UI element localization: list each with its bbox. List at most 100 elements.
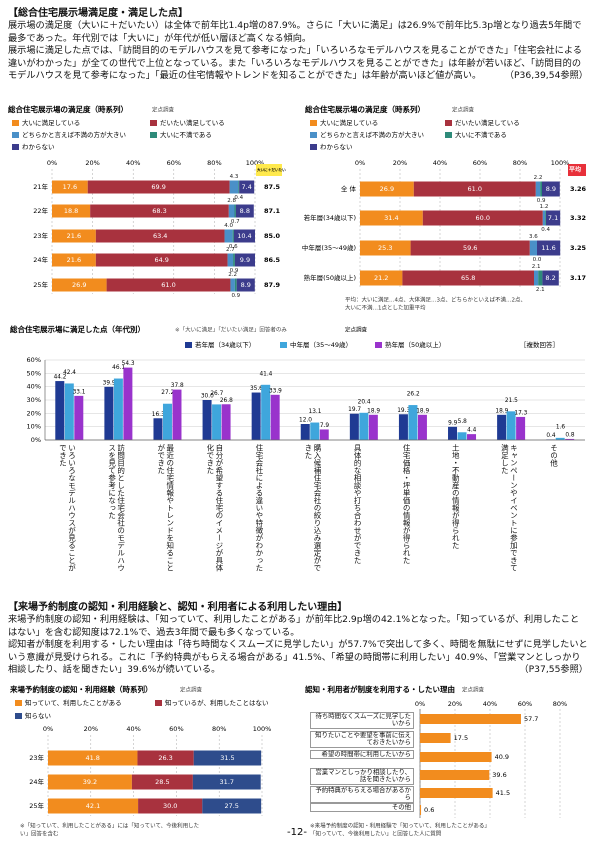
bar-segment	[537, 240, 561, 256]
footnote: 大いに不満…1点とした加重平均	[345, 304, 426, 312]
category-label: 土地・不動産の情報が得られた	[451, 444, 461, 549]
value-label: 41.5	[496, 789, 510, 797]
bar-segment	[192, 774, 261, 790]
chart-note: 定点調査	[152, 106, 175, 114]
legend-label: 大いに不満である	[160, 130, 212, 139]
category-label: 知りたいことや要望を事前に伝えておきたいから	[310, 731, 414, 748]
value-label: 54.3	[122, 361, 135, 367]
value-label: 4.3	[230, 174, 239, 180]
legend-label: わからない	[22, 143, 55, 151]
value-label: 1.6	[556, 424, 566, 430]
bar-segment	[52, 253, 96, 267]
bar	[398, 414, 408, 440]
bar-segment	[52, 278, 107, 292]
bar-segment	[95, 229, 225, 243]
legend-swatch	[445, 120, 452, 126]
value-label: 57.7	[524, 715, 538, 723]
bar-segment	[193, 750, 262, 766]
bar-segment	[542, 210, 546, 226]
value-label: 63.4	[153, 232, 167, 240]
section-satisfaction: 【総合住宅展示場満足度・満足した点】 展示場の満足度（大いに＋だいたい）は全体で…	[8, 4, 588, 83]
category-label: いろいろなモデルハウスが見ることができた	[58, 444, 77, 572]
bar	[212, 404, 222, 440]
bar	[251, 392, 261, 440]
total-header: 大いに＋だいたい	[257, 167, 286, 172]
bar	[420, 788, 493, 798]
total-header: 平均	[569, 166, 581, 174]
value-label: 40.9	[495, 753, 509, 761]
value-label: 0.9	[231, 293, 240, 299]
bar	[497, 414, 507, 440]
category-label: 営業マンとしっかり相談したり、話を聞きたいから	[310, 768, 414, 785]
value-label: 39.2	[83, 778, 97, 786]
bar	[420, 714, 521, 724]
legend-swatch	[155, 700, 162, 706]
value-label: 16.3	[152, 412, 165, 418]
bar-segment	[232, 229, 234, 243]
bar-segment	[535, 181, 541, 197]
x-tick-label: 40%	[126, 725, 140, 733]
value-label: 65.8	[461, 274, 475, 282]
value-label: 21.5	[505, 398, 518, 404]
y-tick-label: 60%	[27, 356, 41, 364]
bar	[516, 416, 526, 440]
y-tick-label: 0%	[31, 436, 41, 444]
bar	[113, 378, 123, 440]
total-value: 86.5	[264, 256, 281, 264]
bar	[270, 394, 280, 440]
y-tick-label: 20%	[27, 409, 41, 417]
bar-segment	[234, 253, 255, 267]
value-label: 0.6	[229, 244, 238, 250]
chart-note: 定点調査	[452, 106, 475, 114]
category-label: 購入候補住宅会社の絞り込み選定ができた	[304, 444, 322, 572]
value-label: 30.0	[163, 802, 177, 810]
value-label: 25.3	[378, 244, 392, 252]
chart-note: 定点調査	[180, 686, 203, 694]
legend-swatch	[12, 132, 19, 138]
category-label: 全 体	[341, 184, 357, 193]
bar-segment	[545, 210, 546, 226]
category-label: その他	[310, 803, 414, 813]
chart-title: 来場予約制度の認知・利用経験（時系列）	[9, 684, 153, 694]
paragraph-text: 展示場に満足した点では、「訪問目的のモデルハウスを見て参考になった」「いろいろな…	[8, 45, 582, 82]
bar-segment	[48, 798, 139, 814]
legend-label: わからない	[320, 143, 353, 151]
bar-segment	[234, 278, 237, 292]
x-tick-label: 0%	[43, 725, 53, 733]
value-label: 35.6	[250, 386, 263, 392]
legend-swatch	[310, 120, 317, 126]
bar-segment	[224, 229, 233, 243]
bar	[555, 437, 565, 440]
value-label: 69.9	[151, 183, 165, 191]
legend-label: 熟年層（50歳以上）	[385, 340, 445, 349]
bar	[349, 413, 359, 440]
bar	[457, 432, 467, 440]
section-heading: 【総合住宅展示場満足度・満足した点】	[8, 8, 188, 19]
category-label: 具体的な相談や打ち合わせができた	[353, 444, 363, 564]
total-header-box	[256, 164, 282, 176]
category-label: 最近の住宅情報やトレンドを知ることができた	[156, 444, 175, 572]
x-tick-label: 40%	[126, 159, 140, 167]
category-label: 24年	[29, 777, 44, 786]
bar	[64, 383, 74, 440]
x-tick-label: 60%	[167, 159, 181, 167]
footnote: 「知っていて、今後利用したい」と回答した人に質問	[310, 830, 442, 838]
bar-segment	[202, 798, 262, 814]
bar	[162, 403, 172, 440]
value-label: 7.4	[242, 183, 252, 191]
bar	[123, 367, 133, 440]
x-tick-label: 100%	[253, 725, 272, 733]
value-label: 2.1	[536, 287, 545, 293]
category-label: 若年層(34歳以下)	[304, 213, 356, 222]
value-label: 18.9	[495, 408, 508, 414]
value-label: 0.4	[541, 227, 550, 233]
bar-segment	[529, 240, 537, 256]
bar	[420, 770, 490, 780]
legend-swatch	[12, 144, 19, 150]
answer-type: ［複数回答］	[520, 340, 559, 349]
legend-swatch	[280, 342, 287, 348]
value-label: 5.8	[458, 419, 468, 425]
bar-segment	[131, 774, 193, 790]
legend-label: 知っているが、利用したことはない	[165, 698, 269, 707]
